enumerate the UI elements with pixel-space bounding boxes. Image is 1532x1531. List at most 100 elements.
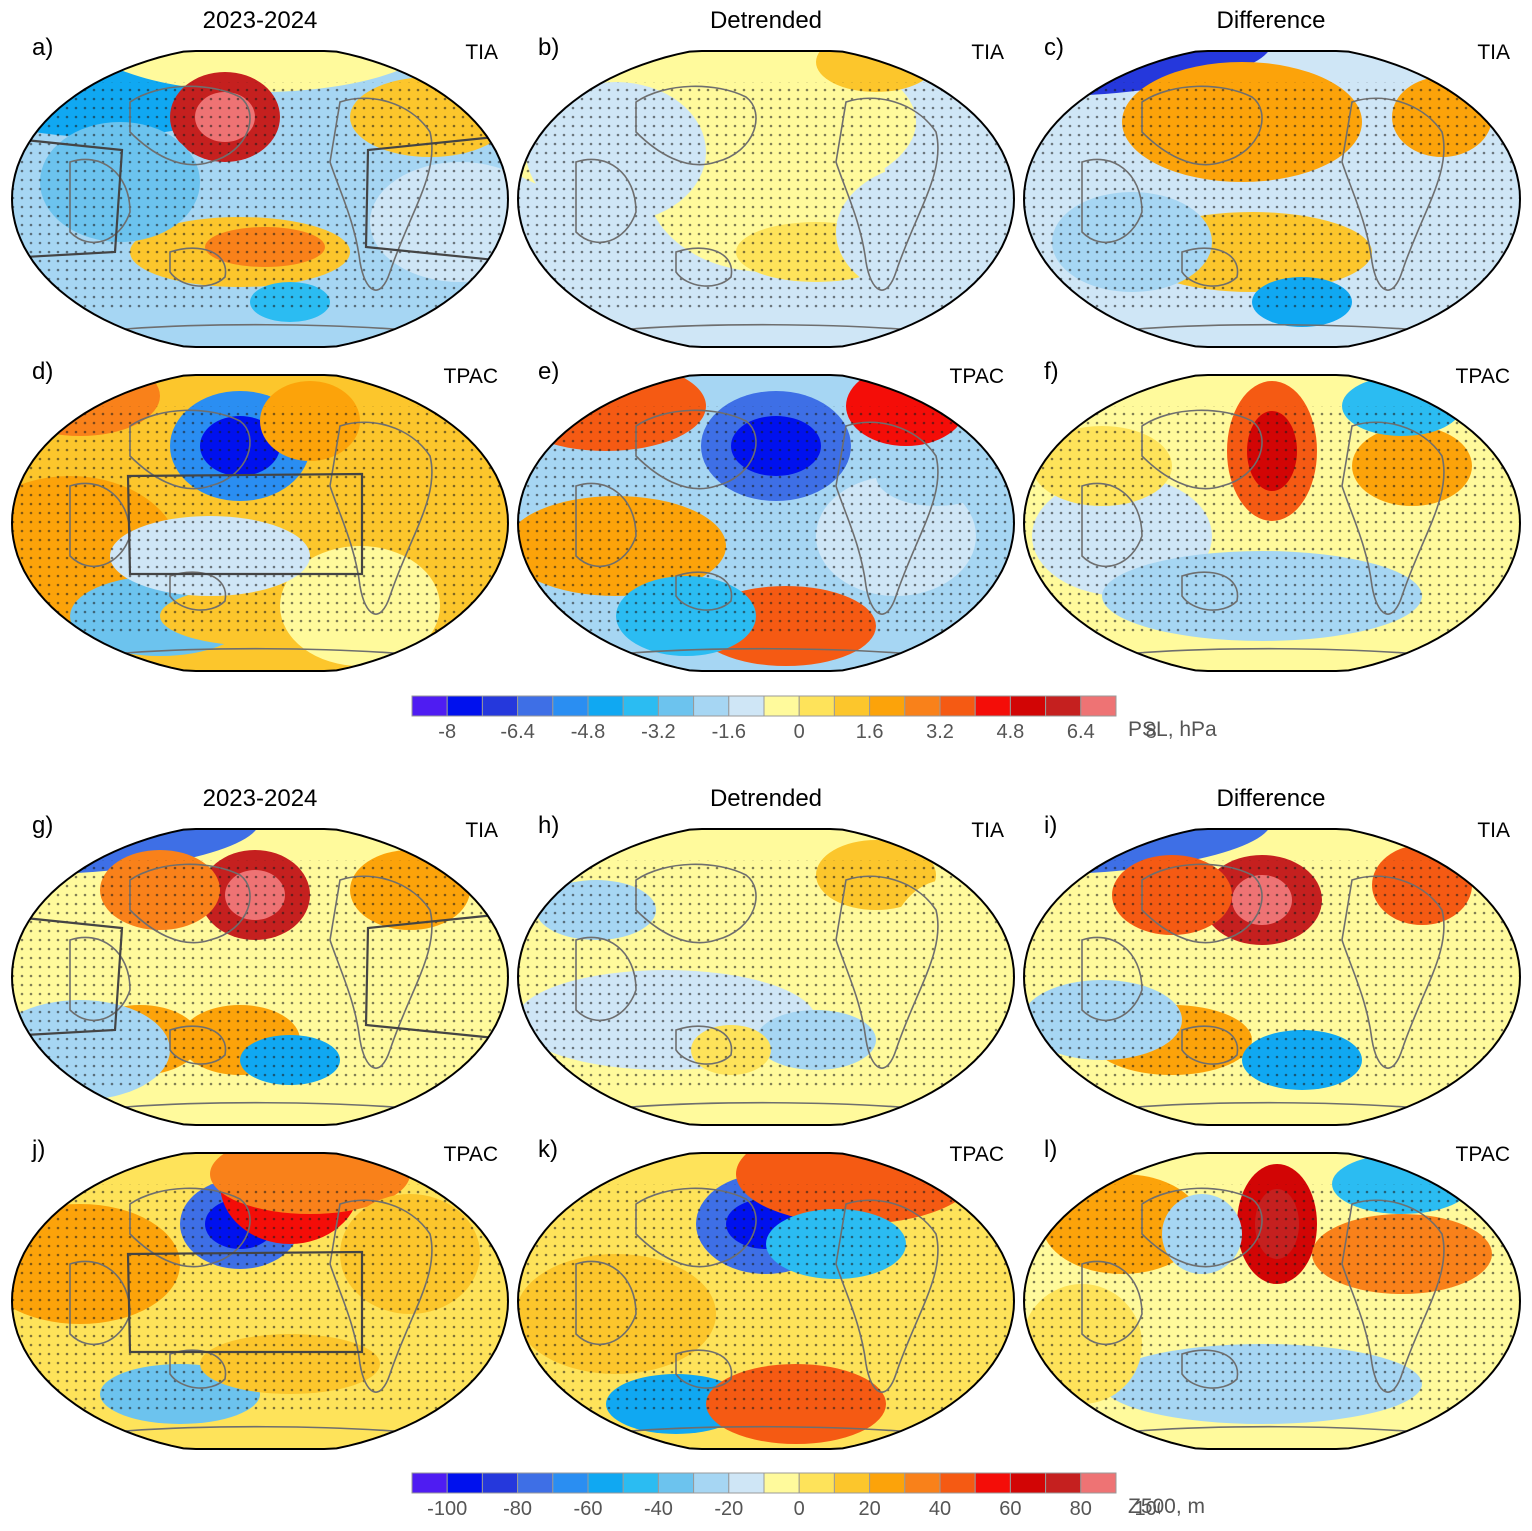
colorbar-tick-label: -80 — [503, 1498, 532, 1520]
map-field — [10, 50, 510, 348]
colorbar-swatch — [833, 695, 871, 717]
colorbar-tick-label: 1.6 — [856, 721, 884, 743]
anomaly-contour — [1024, 51, 1272, 97]
significance-stipple — [1024, 406, 1520, 636]
region-label: TIA — [1477, 41, 1510, 64]
coastline — [129, 1187, 251, 1268]
panel-label: h) — [538, 812, 560, 839]
significance-stipple — [12, 860, 508, 1090]
coastline — [169, 1025, 227, 1065]
colorbar-tick-label: 6.4 — [1067, 721, 1095, 743]
colorbar-swatch — [1009, 1472, 1047, 1494]
colorbar-swatch — [939, 695, 976, 717]
coastline — [1181, 1349, 1239, 1389]
colorbar-swatch — [1009, 695, 1047, 717]
colorbar-swatch — [481, 1472, 519, 1494]
coastline — [1081, 1260, 1143, 1346]
anomaly-contour — [816, 51, 936, 92]
coastline — [835, 97, 939, 291]
map-field — [516, 50, 1016, 348]
colorbar-swatch — [763, 695, 800, 717]
region-label: TPAC — [949, 365, 1004, 388]
colorbar-tick-label: -100 — [427, 1498, 467, 1520]
map-field — [10, 1152, 510, 1450]
map-frame — [516, 828, 1016, 1126]
map-frame — [516, 1152, 1016, 1450]
map-field — [1022, 50, 1522, 348]
map-panel-k: k) TPAC — [516, 1136, 1016, 1454]
colorbar-swatch — [552, 1472, 589, 1494]
region-box-east — [364, 135, 496, 262]
coastline — [835, 421, 939, 615]
coastline — [575, 158, 637, 244]
colorbar-tick-label: -20 — [714, 1498, 743, 1520]
significance-stipple — [518, 1184, 1014, 1414]
colorbar-swatch — [657, 695, 695, 717]
significance-stipple — [518, 406, 1014, 636]
colorbar-tick-label: -6.4 — [500, 721, 534, 743]
anomaly-contour — [80, 51, 440, 92]
colorbar-swatch — [587, 1472, 624, 1494]
coastline — [575, 482, 637, 568]
region-label: TPAC — [443, 1143, 498, 1166]
map-panel-a: a) TIA — [10, 34, 510, 352]
coastline — [675, 247, 733, 287]
region-label: TPAC — [443, 365, 498, 388]
region-label: TIA — [1477, 819, 1510, 842]
colorbar-tick-label: -1.6 — [712, 721, 746, 743]
coastline — [1341, 1199, 1445, 1393]
map-field — [10, 828, 510, 1126]
map-field — [10, 374, 510, 672]
map-panel-g: g) TIA — [10, 812, 510, 1130]
coastline — [635, 863, 757, 944]
coastline — [169, 1349, 227, 1389]
colorbar-swatch — [939, 1472, 976, 1494]
coastline — [1181, 571, 1239, 611]
coastline — [69, 158, 131, 244]
panel-label: b) — [538, 34, 560, 61]
panel-label: d) — [32, 358, 54, 385]
colorbar-swatch — [904, 695, 941, 717]
colorbar-swatch — [446, 695, 483, 717]
colorbar-swatch — [869, 695, 906, 717]
column-title-detrended-z500: Detrended — [709, 785, 823, 812]
significance-stipple — [12, 82, 508, 312]
coastline — [1341, 97, 1445, 291]
map-field — [1022, 374, 1522, 672]
coastline — [69, 936, 131, 1022]
colorbar-tick-label: 3.2 — [926, 721, 954, 743]
colorbar-swatch — [728, 1472, 765, 1494]
panel-label: k) — [538, 1136, 558, 1163]
map-frame — [516, 50, 1016, 348]
colorbar-tick-label: -3.2 — [641, 721, 675, 743]
panel-label: j) — [32, 1136, 46, 1163]
significance-stipple — [1024, 82, 1520, 312]
significance-stipple — [1024, 1184, 1520, 1414]
map-frame — [10, 374, 510, 672]
colorbar-swatch — [693, 695, 730, 717]
colorbar-tick-label: -8 — [438, 721, 456, 743]
colorbar-z500: -100 -80 -60 -40 -20 0 20 40 60 80 100 — [411, 1472, 1160, 1520]
region-label: TIA — [971, 819, 1004, 842]
column-title-2023-2024: 2023-2024 — [202, 7, 318, 34]
region-box-west — [24, 916, 124, 1037]
map-field — [516, 828, 1016, 1126]
colorbar-units-psl: PSL, hPa — [1128, 718, 1217, 741]
significance-stipple — [1024, 860, 1520, 1090]
coastline — [329, 421, 433, 615]
colorbar-swatch — [833, 1472, 871, 1494]
significance-stipple — [12, 406, 508, 636]
colorbar-tick-label: 40 — [929, 1498, 951, 1520]
significance-stipple — [12, 1184, 508, 1414]
map-frame — [1022, 374, 1522, 672]
colorbar-tick-label: -4.8 — [571, 721, 605, 743]
map-panel-c: c) TIA — [1022, 34, 1522, 352]
colorbar-swatch — [1080, 1472, 1117, 1494]
map-panel-e: e) TPAC — [516, 358, 1016, 676]
significance-stipple — [518, 860, 1014, 1090]
map-field — [1022, 828, 1522, 1126]
map-panel-h: h) TIA — [516, 812, 1016, 1130]
colorbar-swatch — [446, 1472, 483, 1494]
region-label: TPAC — [1455, 365, 1510, 388]
coastline — [675, 571, 733, 611]
